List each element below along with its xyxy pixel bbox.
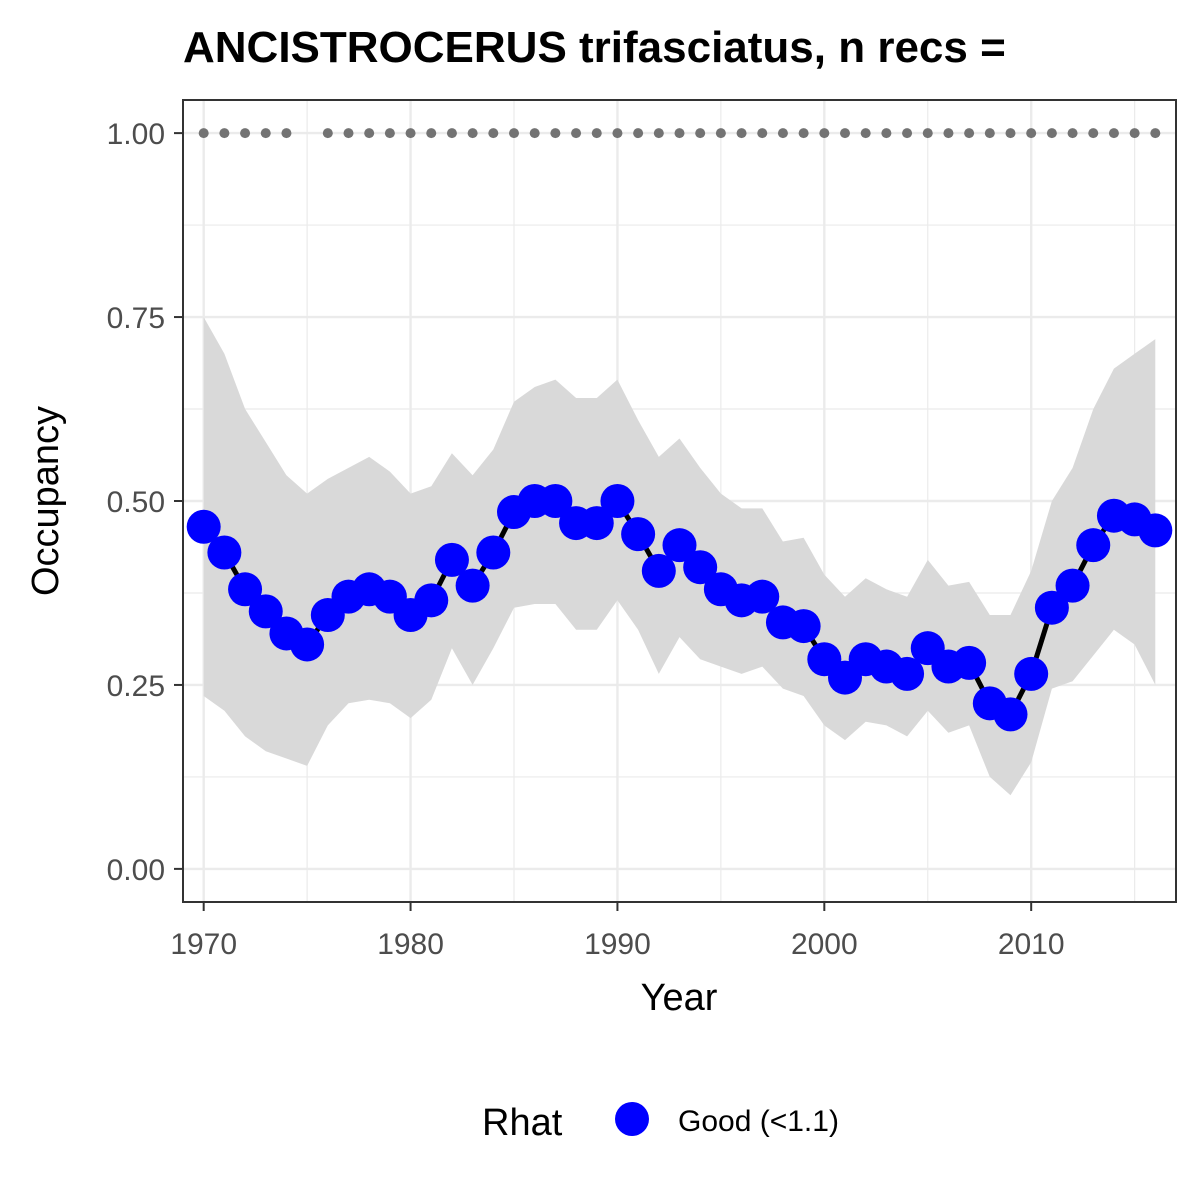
record-dot — [777, 128, 788, 139]
occupancy-point — [662, 528, 697, 563]
legend-title: Rhat — [482, 1102, 563, 1144]
occupancy-point — [1014, 656, 1049, 691]
occupancy-point — [290, 627, 325, 662]
record-dot — [612, 128, 623, 139]
occupancy-point — [434, 542, 469, 577]
legend-key-point — [615, 1102, 649, 1136]
record-dot — [798, 128, 809, 139]
record-dot — [736, 128, 747, 139]
occupancy-point — [538, 484, 573, 518]
record-dot — [219, 128, 230, 139]
record-dot — [467, 128, 478, 139]
record-dot — [529, 128, 540, 139]
y-tick-label: 0.00 — [107, 854, 165, 887]
record-dot — [1026, 128, 1037, 139]
occupancy-point — [186, 509, 221, 544]
x-tick-label: 1970 — [170, 928, 237, 961]
record-dot — [198, 128, 209, 139]
record-dot — [633, 128, 644, 139]
record-dot — [964, 128, 975, 139]
x-tick-label: 1990 — [584, 928, 651, 961]
occupancy-point — [1034, 590, 1069, 625]
record-dot — [715, 128, 726, 139]
y-tick-label: 0.75 — [107, 302, 165, 335]
record-dot — [819, 128, 830, 139]
record-dot — [488, 128, 499, 139]
record-dot — [260, 128, 271, 139]
occupancy-point — [1138, 513, 1173, 548]
y-tick-label: 0.50 — [107, 486, 165, 519]
occupancy-point — [683, 550, 718, 585]
record-dot — [902, 128, 913, 139]
record-dot — [426, 128, 437, 139]
record-dot — [1129, 128, 1140, 139]
y-tick-label: 0.25 — [107, 670, 165, 703]
record-dot — [1088, 128, 1099, 139]
record-dot — [591, 128, 602, 139]
record-dot — [240, 128, 251, 139]
occupancy-point — [455, 568, 490, 603]
occupancy-point — [952, 645, 987, 680]
record-dot — [1150, 128, 1161, 139]
record-dot — [984, 128, 995, 139]
occupancy-point — [890, 656, 925, 691]
record-dot — [1005, 128, 1016, 139]
record-dot — [695, 128, 706, 139]
record-dot — [343, 128, 354, 139]
chart-title: ANCISTROCERUS trifasciatus, n recs = — [183, 23, 1006, 72]
occupancy-point — [621, 517, 656, 552]
occupancy-points-layer — [186, 484, 1173, 732]
x-tick-label: 1980 — [377, 928, 444, 961]
record-dot — [1108, 128, 1119, 139]
occupancy-point — [745, 579, 780, 614]
record-dot — [757, 128, 768, 139]
occupancy-point — [207, 535, 242, 570]
y-tick-label: 1.00 — [107, 118, 165, 151]
legend-label: Good (<1.1) — [678, 1105, 839, 1138]
x-tick-label: 2010 — [998, 928, 1065, 961]
y-axis-title: Occupancy — [25, 406, 67, 596]
occupancy-point — [414, 583, 449, 618]
record-dot — [1046, 128, 1057, 139]
occupancy-point — [1055, 568, 1090, 603]
occupancy-point — [600, 484, 635, 518]
record-dot — [653, 128, 664, 139]
occupancy-point — [1076, 528, 1111, 563]
record-dot — [446, 128, 457, 139]
occupancy-point — [993, 697, 1028, 732]
record-dot — [384, 128, 395, 139]
occupancy-point — [248, 594, 283, 629]
legend: Rhat Good (<1.1) — [482, 1102, 839, 1144]
record-dot — [281, 128, 292, 139]
x-tick-label: 2000 — [791, 928, 858, 961]
record-dot — [509, 128, 519, 139]
record-dot — [1067, 128, 1078, 139]
record-dot — [674, 128, 685, 139]
record-dot — [840, 128, 850, 139]
record-dot — [364, 128, 375, 139]
records-dots-layer — [198, 128, 1161, 139]
record-dot — [881, 128, 892, 139]
record-dot — [550, 128, 561, 139]
record-dot — [571, 128, 582, 139]
occupancy-point — [786, 609, 821, 644]
record-dot — [922, 128, 933, 139]
record-dot — [322, 128, 333, 139]
occupancy-point — [579, 506, 614, 541]
occupancy-point — [641, 553, 676, 588]
x-axis-title: Year — [641, 977, 718, 1019]
occupancy-point — [228, 572, 263, 607]
record-dot — [943, 128, 954, 139]
record-dot — [405, 128, 416, 139]
occupancy-point — [476, 535, 511, 570]
axes-layer: 0.00 0.25 0.50 0.75 1.00 1970 1980 1990 2000 2010 — [107, 118, 1065, 961]
record-dot — [860, 128, 871, 139]
